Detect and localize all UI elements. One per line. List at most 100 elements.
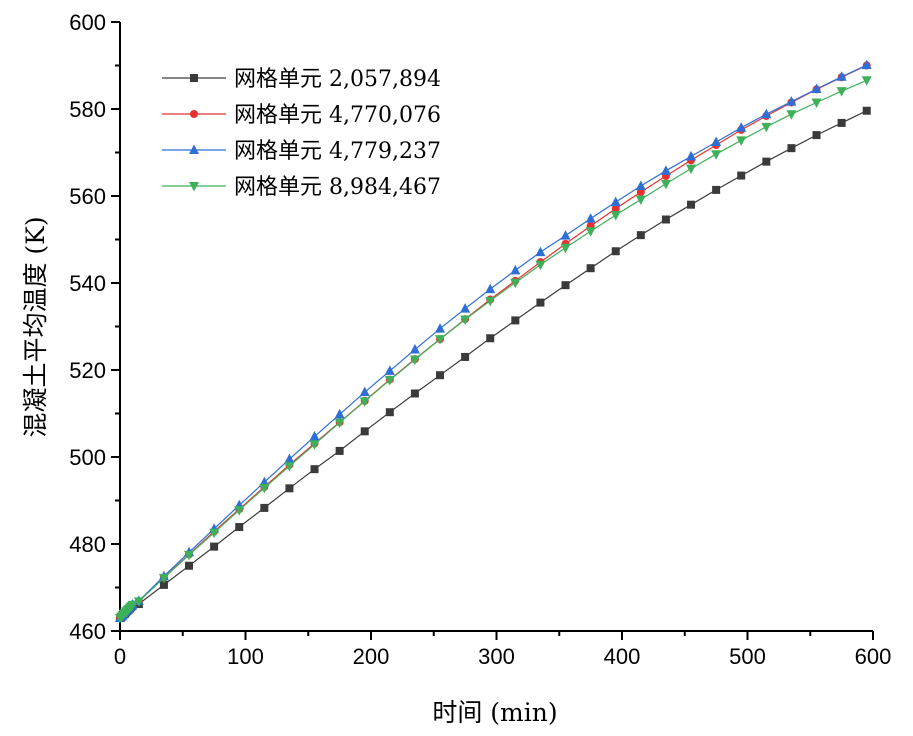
data-point bbox=[510, 278, 521, 289]
y-tick-label: 540 bbox=[69, 271, 106, 296]
legend-marker bbox=[190, 74, 198, 82]
data-point bbox=[335, 446, 344, 455]
data-point bbox=[185, 561, 194, 570]
data-point bbox=[611, 204, 620, 213]
data-point bbox=[259, 476, 270, 487]
data-point bbox=[585, 213, 596, 223]
data-point bbox=[284, 453, 295, 464]
x-tick-label: 600 bbox=[855, 644, 892, 669]
data-point bbox=[359, 386, 370, 397]
data-point bbox=[259, 483, 270, 494]
y-tick-label: 500 bbox=[69, 445, 106, 470]
data-point bbox=[636, 231, 645, 240]
y-tick-label: 480 bbox=[69, 532, 106, 557]
data-point bbox=[836, 87, 847, 97]
data-point bbox=[687, 200, 696, 209]
data-point bbox=[285, 484, 294, 493]
x-tick-label: 500 bbox=[729, 644, 766, 669]
data-point bbox=[661, 215, 670, 224]
data-point bbox=[436, 371, 445, 380]
data-point bbox=[535, 246, 546, 257]
data-point bbox=[310, 465, 319, 474]
data-point bbox=[560, 230, 571, 240]
y-tick-label: 580 bbox=[69, 97, 106, 122]
data-point bbox=[686, 150, 697, 161]
data-point bbox=[486, 334, 495, 343]
data-point bbox=[862, 106, 871, 115]
data-point bbox=[610, 211, 621, 221]
data-point bbox=[133, 597, 144, 607]
legend-entry-3: 网格单元 4,779,237 bbox=[162, 139, 441, 164]
data-point bbox=[460, 303, 471, 313]
data-point bbox=[235, 523, 244, 532]
axes: 0 100 200 300 400 500 600 460 480 500 520 540 560 580… bbox=[69, 10, 891, 669]
data-point bbox=[260, 503, 269, 512]
data-point bbox=[184, 550, 195, 561]
x-tick-label: 400 bbox=[604, 644, 641, 669]
x-axis-title: 时间 (min) bbox=[432, 698, 557, 727]
data-point bbox=[786, 110, 797, 120]
x-tick-label: 0 bbox=[114, 644, 126, 669]
data-point bbox=[660, 165, 671, 175]
data-point bbox=[158, 573, 169, 584]
data-point bbox=[786, 96, 797, 106]
data-point bbox=[209, 528, 220, 539]
data-point bbox=[359, 397, 370, 407]
data-point bbox=[384, 376, 395, 386]
data-point bbox=[560, 243, 571, 254]
data-point bbox=[334, 418, 345, 429]
data-point bbox=[334, 408, 345, 419]
y-tick-label: 460 bbox=[69, 619, 106, 644]
x-tick-label: 300 bbox=[478, 644, 515, 669]
data-point bbox=[510, 264, 521, 275]
data-point bbox=[409, 344, 420, 354]
legend-label: 网格单元 8,984,467 bbox=[234, 175, 441, 200]
x-tick-label: 100 bbox=[227, 644, 264, 669]
data-point bbox=[762, 157, 771, 166]
data-point bbox=[309, 440, 320, 450]
data-point bbox=[861, 59, 872, 70]
legend-marker bbox=[189, 144, 199, 154]
data-point bbox=[711, 150, 722, 160]
data-point bbox=[159, 580, 168, 589]
data-point bbox=[861, 76, 872, 86]
data-point bbox=[461, 352, 470, 361]
data-point bbox=[561, 281, 570, 290]
data-point bbox=[736, 122, 747, 132]
legend-entry-4: 网格单元 8,984,467 bbox=[162, 175, 441, 200]
series-4 bbox=[115, 76, 872, 624]
legend-marker bbox=[190, 110, 198, 118]
data-point bbox=[610, 196, 621, 207]
y-tick-label: 600 bbox=[69, 10, 106, 35]
data-point bbox=[635, 195, 646, 205]
data-point bbox=[309, 431, 320, 441]
data-point bbox=[410, 389, 419, 398]
legend-entry-2: 网格单元 4,770,076 bbox=[162, 103, 441, 128]
data-point bbox=[761, 108, 772, 119]
legend-label: 网格单元 4,770,076 bbox=[234, 103, 441, 128]
legend-label: 网格单元 4,779,237 bbox=[234, 139, 441, 164]
plot-area bbox=[115, 59, 872, 624]
series-line bbox=[119, 79, 867, 619]
data-point bbox=[460, 315, 471, 326]
data-point bbox=[737, 171, 746, 180]
data-point bbox=[384, 365, 395, 375]
y-tick-label: 560 bbox=[69, 184, 106, 209]
data-point bbox=[660, 179, 671, 190]
data-point bbox=[635, 180, 646, 190]
y-tick-label: 520 bbox=[69, 358, 106, 383]
data-point bbox=[210, 542, 219, 551]
data-point bbox=[536, 298, 545, 307]
data-point bbox=[535, 260, 546, 271]
data-point bbox=[485, 296, 496, 307]
data-point bbox=[736, 136, 747, 146]
data-point bbox=[686, 164, 697, 175]
data-point bbox=[611, 247, 620, 256]
data-point bbox=[127, 600, 138, 611]
legend-label: 网格单元 2,057,894 bbox=[234, 67, 441, 92]
data-point bbox=[811, 98, 822, 108]
data-point bbox=[787, 144, 796, 153]
legend-entry-1: 网格单元 2,057,894 bbox=[162, 67, 441, 92]
data-point bbox=[636, 188, 645, 197]
